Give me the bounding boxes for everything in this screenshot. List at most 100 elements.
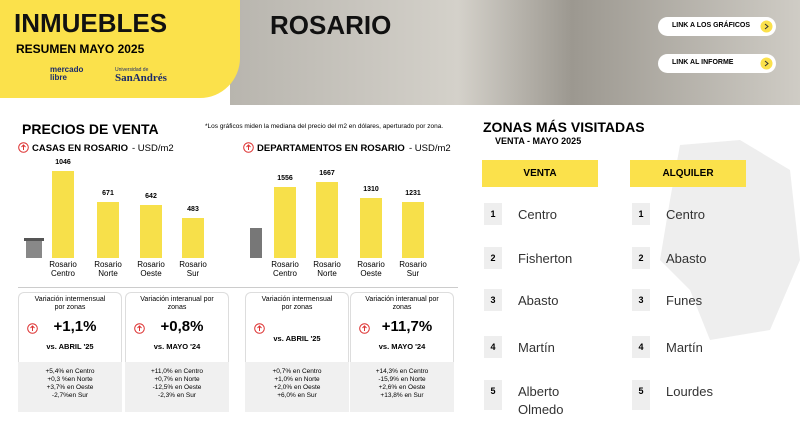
header-panel bbox=[0, 0, 240, 98]
variation-detail: +11,0% en Centro bbox=[150, 368, 204, 375]
value-label: 1556 bbox=[277, 175, 293, 183]
variation-ref: vs. ABRIL '25 bbox=[273, 334, 321, 343]
variation-details-box bbox=[350, 362, 454, 412]
x-tick-label: Rosario Oeste bbox=[137, 260, 165, 278]
variation-detail: +0,7% en Centro bbox=[272, 368, 322, 375]
logo: mercado libre bbox=[50, 65, 84, 82]
bar bbox=[402, 202, 424, 258]
button[interactable] bbox=[658, 17, 776, 36]
bar bbox=[97, 202, 119, 258]
city: ROSARIO bbox=[270, 10, 392, 40]
rank: 5 bbox=[638, 386, 644, 396]
column-header-label: ALQUILER bbox=[662, 168, 714, 179]
value-label: 1667 bbox=[319, 170, 335, 178]
bar bbox=[140, 204, 162, 258]
value-label: 642 bbox=[145, 192, 157, 200]
rank-box bbox=[632, 289, 650, 311]
rank-box bbox=[632, 380, 650, 410]
bar bbox=[274, 187, 296, 258]
chart-unit: - USD/m2 bbox=[409, 143, 451, 154]
building-icon bbox=[250, 228, 262, 258]
value-label: 1231 bbox=[405, 190, 421, 198]
x-tick-label: Rosario Norte bbox=[94, 260, 122, 278]
variation-detail: +13,8% en Sur bbox=[380, 392, 424, 399]
rank: 4 bbox=[490, 342, 496, 352]
value-label: 1046 bbox=[55, 158, 71, 166]
rank-box bbox=[484, 380, 502, 410]
x-tick-label: Rosario Norte bbox=[313, 260, 341, 278]
value-label: 671 bbox=[102, 190, 114, 198]
zone-name: Martín bbox=[666, 340, 703, 355]
variation-box bbox=[245, 292, 349, 363]
zone-name: Funes bbox=[666, 293, 703, 308]
variation-details-box bbox=[18, 362, 122, 412]
variation-value: +0,8% bbox=[160, 318, 204, 335]
variation-label: Variación intermensual por zonas bbox=[261, 296, 333, 311]
zone-name: Lourdes bbox=[666, 384, 713, 399]
variation-detail: +6,0% en Sur bbox=[277, 392, 317, 399]
variation-label: Variación interanual por zonas bbox=[140, 296, 214, 311]
button-icon[interactable] bbox=[760, 57, 773, 70]
variation-detail: +2,6% en Oeste bbox=[378, 384, 426, 391]
map bbox=[660, 140, 800, 340]
bar bbox=[360, 198, 382, 258]
button[interactable] bbox=[658, 54, 776, 73]
variation-detail: +0,7% en Norte bbox=[154, 376, 200, 383]
zone-name: Abasto bbox=[518, 293, 559, 308]
column-header bbox=[630, 160, 746, 187]
zone-name: Fisherton bbox=[518, 251, 573, 266]
bar bbox=[316, 182, 338, 258]
variation-detail: -2,7%en Sur bbox=[51, 392, 89, 399]
section-title: ZONAS MÁS VISITADAS bbox=[483, 119, 645, 135]
variation-label: Variación intermensual por zonas bbox=[34, 296, 106, 311]
variation-detail: +5,4% en Centro bbox=[45, 368, 95, 375]
rank: 2 bbox=[638, 253, 644, 263]
section-title: PRECIOS DE VENTA bbox=[22, 121, 159, 137]
building-icon bbox=[24, 238, 44, 258]
logo: SanAndrés bbox=[115, 72, 167, 84]
variation-ref: vs. MAYO '24 bbox=[153, 342, 201, 351]
variation-detail: +0,3 %en Norte bbox=[47, 376, 93, 383]
rank: 3 bbox=[490, 295, 496, 305]
rank: 4 bbox=[638, 342, 644, 352]
button-icon[interactable] bbox=[760, 20, 773, 33]
variation-detail: +1,0% en Norte bbox=[274, 376, 320, 383]
chart-title: CASAS EN ROSARIO bbox=[32, 143, 129, 154]
chart-title: DEPARTAMENTOS EN ROSARIO bbox=[257, 143, 405, 154]
rank-box bbox=[484, 336, 502, 358]
value-label: 483 bbox=[187, 205, 199, 213]
rank: 1 bbox=[490, 209, 496, 219]
rank: 2 bbox=[490, 253, 496, 263]
rank-box bbox=[632, 247, 650, 269]
note: *Los gráficos miden la mediana del preci… bbox=[205, 123, 444, 130]
zone-name: Abasto bbox=[666, 251, 707, 266]
chart-unit: - USD/m2 bbox=[132, 143, 174, 154]
variation-value: +11,7% bbox=[381, 318, 433, 335]
variation-detail: -12,5% en Oeste bbox=[152, 384, 202, 391]
arrow-icon bbox=[134, 323, 145, 334]
column-header-label: VENTA bbox=[523, 168, 557, 179]
bar bbox=[182, 217, 204, 258]
variation-ref: vs. ABRIL '25 bbox=[46, 342, 94, 351]
variation-value: +1,1% bbox=[53, 318, 97, 335]
x-tick-label: Rosario Sur bbox=[399, 260, 427, 278]
x-tick-label: Rosario Centro bbox=[271, 260, 299, 278]
x-tick-label: Rosario Sur bbox=[179, 260, 207, 278]
variation-detail: -2,3% en Sur bbox=[158, 392, 196, 399]
variation-box bbox=[125, 292, 229, 363]
arrow-icon bbox=[243, 142, 254, 153]
button-label[interactable]: LINK AL INFORME bbox=[672, 59, 734, 66]
variation-box bbox=[18, 292, 122, 363]
variation-detail: +3,7% en Oeste bbox=[46, 384, 94, 391]
zone-name: Martín bbox=[518, 340, 555, 355]
header-title: INMUEBLES bbox=[14, 8, 168, 38]
column-header bbox=[482, 160, 598, 187]
zone-name: Alberto Olmedo bbox=[518, 384, 564, 417]
arrow-icon bbox=[359, 323, 370, 334]
bar bbox=[52, 170, 74, 258]
rank: 5 bbox=[490, 386, 496, 396]
variation-ref: vs. MAYO '24 bbox=[378, 342, 426, 351]
button-label[interactable]: LINK A LOS GRÁFICOS bbox=[672, 22, 751, 29]
rank-box bbox=[632, 203, 650, 225]
arrow-icon bbox=[27, 323, 38, 334]
